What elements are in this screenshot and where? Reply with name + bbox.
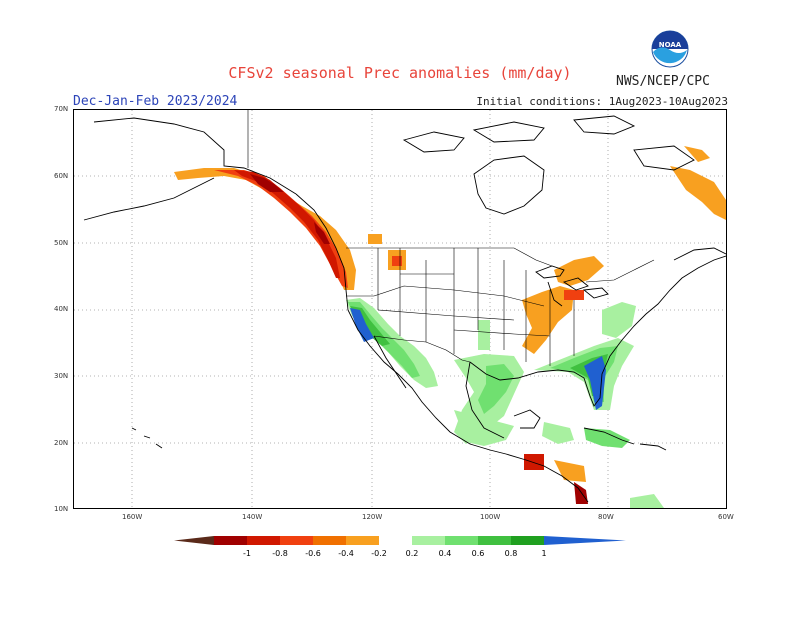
legend-arrow-right (544, 536, 626, 545)
legend-swatch (511, 536, 544, 545)
legend-swatch (247, 536, 280, 545)
legend-label: -0.6 (305, 549, 321, 558)
legend-label: -0.8 (272, 549, 288, 558)
legend-label: 0.8 (505, 549, 518, 558)
anomaly-shading (174, 146, 726, 508)
legend-swatches (174, 536, 626, 545)
legend-label: -1 (243, 549, 251, 558)
legend-label: -0.2 (371, 549, 387, 558)
legend-swatch (280, 536, 313, 545)
lon-label: 80W (598, 513, 614, 521)
legend-arrow-left (174, 536, 214, 545)
legend-swatch (478, 536, 511, 545)
legend-label: -0.4 (338, 549, 354, 558)
legend-swatch (379, 536, 412, 545)
noaa-logo-text: NOAA (659, 41, 682, 49)
legend-labels: -1 -0.8 -0.6 -0.4 -0.2 0.2 0.4 0.6 0.8 1 (243, 549, 547, 558)
legend-swatch (313, 536, 346, 545)
lat-label: 70N (54, 105, 69, 113)
lat-label: 30N (54, 372, 69, 380)
lon-label: 60W (718, 513, 734, 521)
noaa-logo: NOAA (651, 30, 689, 68)
lat-label: 40N (54, 305, 69, 313)
map-title: CFSv2 seasonal Prec anomalies (mm/day) (228, 64, 572, 82)
lat-label: 60N (54, 172, 69, 180)
color-legend: -1 -0.8 -0.6 -0.4 -0.2 0.2 0.4 0.6 0.8 1 (174, 536, 626, 558)
borders (247, 110, 655, 366)
legend-label: 0.6 (472, 549, 485, 558)
lon-label: 100W (480, 513, 501, 521)
lon-label: 120W (362, 513, 383, 521)
legend-swatch (412, 536, 445, 545)
lat-label: 20N (54, 439, 69, 447)
lon-label: 140W (242, 513, 263, 521)
legend-swatch (214, 536, 247, 545)
legend-label: 1 (541, 549, 546, 558)
anomaly-map (74, 110, 727, 508)
legend-label: 0.2 (406, 549, 419, 558)
initial-conditions-label: Initial conditions: 1Aug2023-10Aug2023 (476, 95, 728, 108)
agency-label: NWS/NCEP/CPC (616, 74, 710, 89)
coastlines (83, 115, 727, 503)
lon-label: 160W (122, 513, 143, 521)
lat-label: 50N (54, 239, 69, 247)
season-label: Dec-Jan-Feb 2023/2024 (73, 94, 238, 109)
map-frame (73, 109, 727, 509)
legend-label: 0.4 (439, 549, 452, 558)
lat-label: 10N (54, 505, 69, 513)
legend-swatch (445, 536, 478, 545)
legend-swatch (346, 536, 379, 545)
